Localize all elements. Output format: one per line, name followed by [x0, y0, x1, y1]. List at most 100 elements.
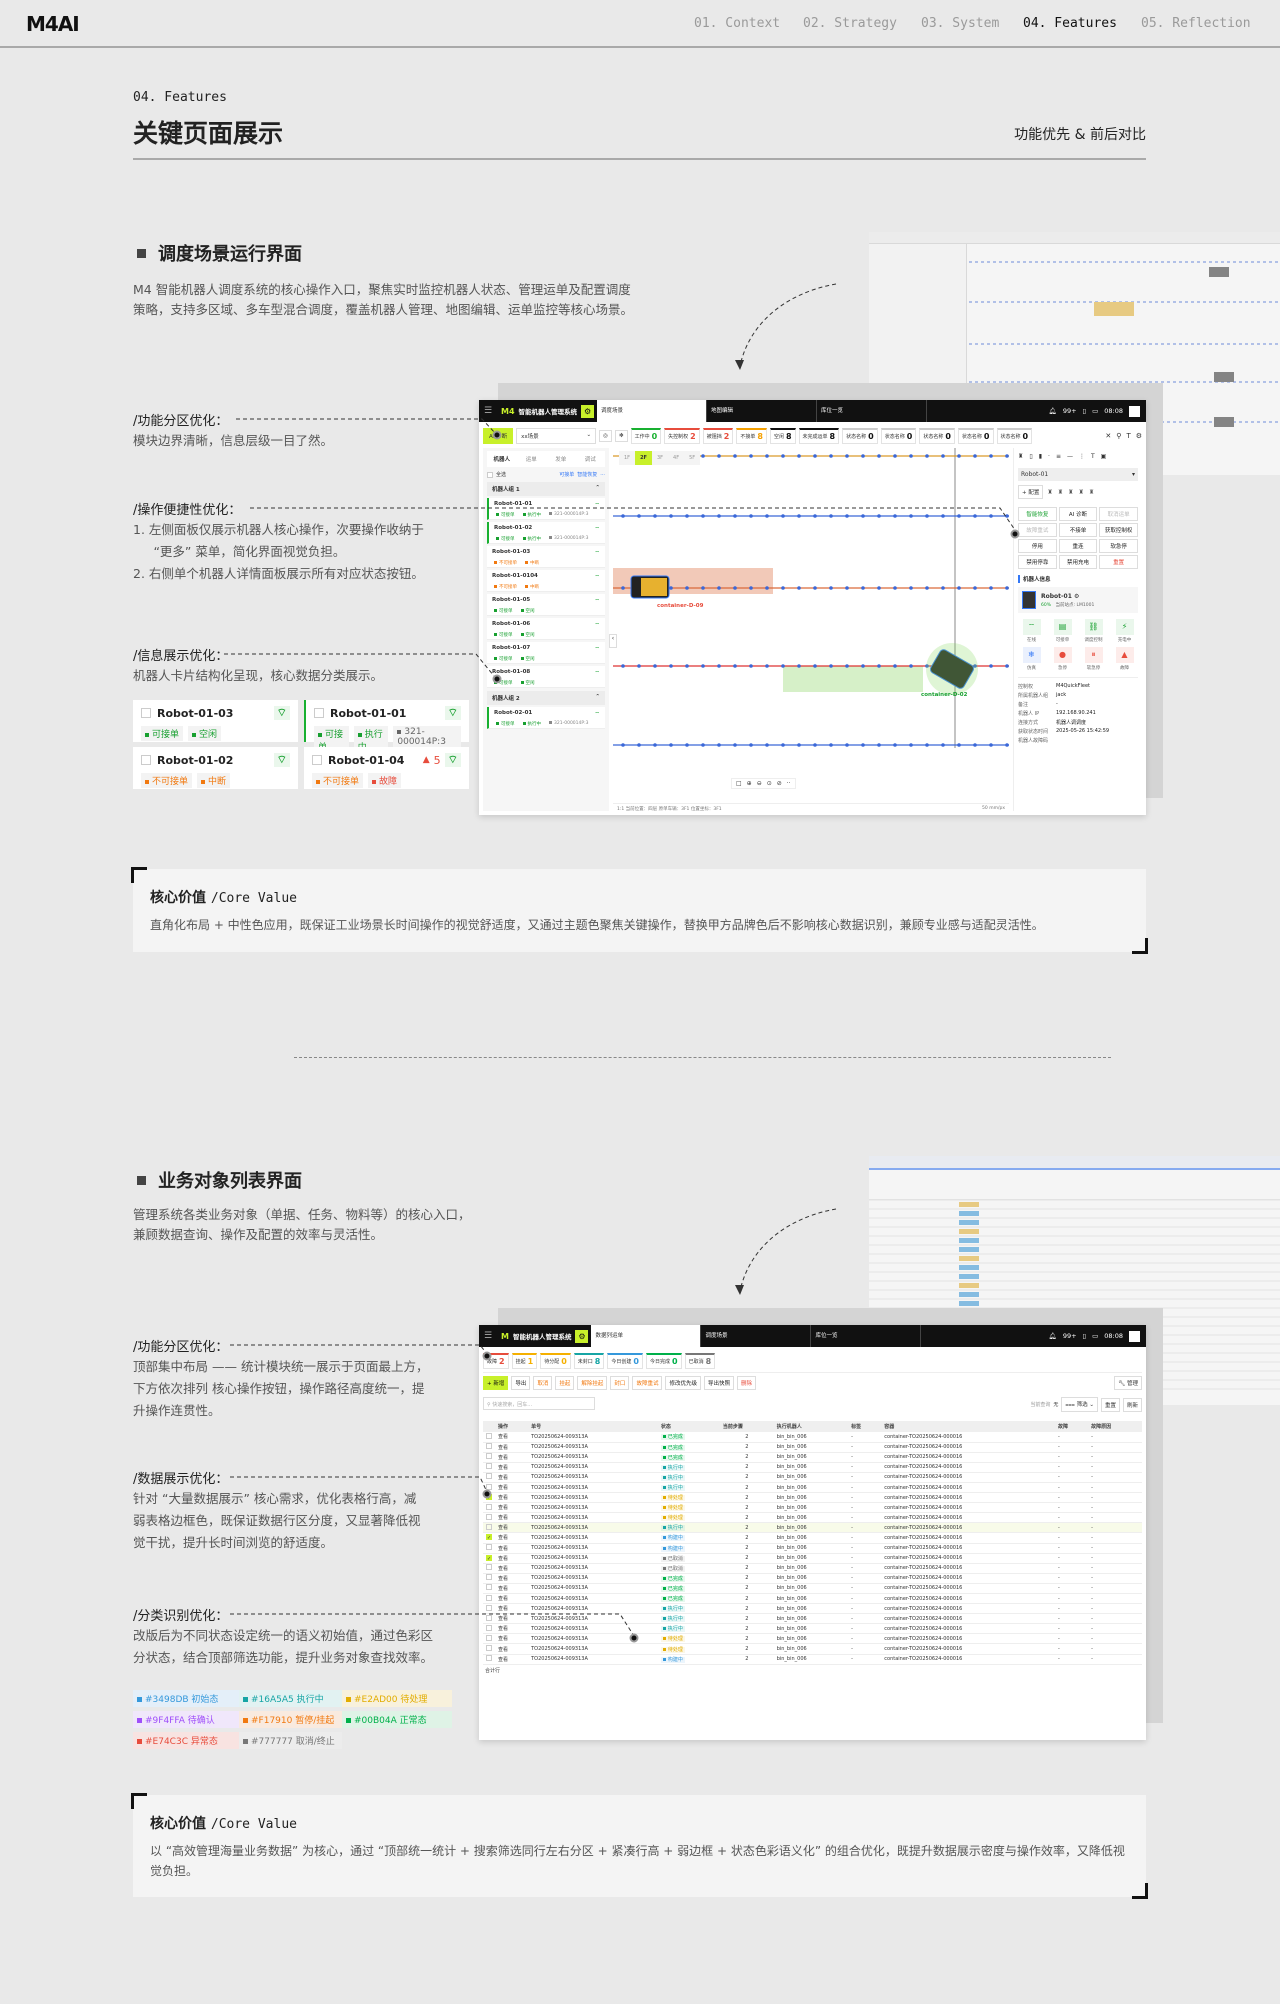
logo[interactable]: M4AI	[26, 12, 80, 36]
nav-system[interactable]: 03. System	[921, 16, 1000, 31]
table-row[interactable]: ✓ 查看 TO20250624-009313A 待处理 2 bin_bin_006 - con…	[483, 1492, 1142, 1504]
stat-chip[interactable]: 未封口 8	[573, 1353, 605, 1369]
cell-text[interactable]: 查看	[498, 1656, 509, 1663]
status-chip[interactable]: 被阻挡 2	[702, 428, 734, 444]
cell-text[interactable]: 查看	[498, 1616, 509, 1623]
robot-action-button[interactable]: 获取控制权	[1099, 523, 1138, 537]
table-row[interactable]: 查看 TO20250624-009313A 待处理 2 bin_bin_006 - cont…	[483, 1512, 1142, 1524]
floor-2F[interactable]: 2F	[635, 451, 652, 465]
robot-action-button[interactable]: 重置	[1099, 555, 1138, 569]
cell-action[interactable]: 查看	[495, 1472, 529, 1483]
status-chip[interactable]: 状态名称 0	[919, 428, 955, 444]
search-input[interactable]: ⚲ 快速搜索，回车...	[483, 1397, 595, 1410]
checkbox[interactable]	[486, 1574, 492, 1581]
row-checkbox[interactable]	[483, 1643, 495, 1655]
cell-action[interactable]: 查看	[495, 1593, 529, 1605]
checkbox[interactable]	[486, 1473, 492, 1480]
status-chip[interactable]: 状态名称 0	[842, 428, 878, 444]
checkbox[interactable]	[486, 1483, 492, 1490]
nav-context[interactable]: 01. Context	[694, 16, 781, 31]
checkbox[interactable]	[486, 1594, 492, 1601]
action-button[interactable]: 封口	[610, 1376, 630, 1390]
text-icon[interactable]: T	[1090, 453, 1095, 460]
robot-list-item[interactable]: Robot-01-0104 ⌔ 不可接单 中断	[487, 570, 605, 592]
cell-text[interactable]: 查看	[498, 1606, 509, 1613]
stat-chip[interactable]: 故障 2	[483, 1353, 509, 1369]
cell-text[interactable]: 查看	[498, 1505, 509, 1512]
panel-tab[interactable]: 发单	[555, 457, 567, 463]
avatar[interactable]	[1129, 405, 1140, 417]
row-checkbox[interactable]: ✓	[483, 1492, 495, 1504]
column-header[interactable]: 当前步骤	[719, 1421, 774, 1432]
action-button[interactable]: 导出	[511, 1376, 531, 1390]
column-header[interactable]: 故障原因	[1088, 1421, 1142, 1432]
cell-action[interactable]: 查看	[495, 1603, 529, 1615]
robot-action-button[interactable]: 禁用停靠	[1018, 555, 1057, 569]
robot-list-item[interactable]: Robot-01-02 ⌔ 可接单 执行中 321-000014P:3	[487, 522, 605, 544]
cell-action[interactable]: 查看	[495, 1583, 529, 1595]
action-button[interactable]: 解除挂起	[577, 1376, 608, 1390]
cell-action[interactable]: 查看	[495, 1512, 529, 1524]
floor-1F[interactable]: 1F	[624, 455, 631, 461]
tab-dispatch-scene[interactable]: 调度场景	[597, 400, 708, 422]
row-checkbox[interactable]: ✓	[483, 1553, 495, 1564]
smart-recover-link[interactable]: 智能恢复	[577, 472, 598, 478]
stat-chip[interactable]: 今日完成 0	[645, 1353, 682, 1369]
checkbox[interactable]	[486, 1463, 492, 1470]
config-button[interactable]: + 配置	[1018, 485, 1044, 499]
action-button[interactable]: 故障重试	[632, 1376, 663, 1390]
dot-icon[interactable]: ·	[1048, 453, 1050, 460]
cell-text[interactable]: 查看	[498, 1646, 509, 1653]
accept-order-link[interactable]: 可接单	[559, 472, 575, 478]
cell-action[interactable]: 查看	[495, 1482, 529, 1494]
table-row[interactable]: 查看 TO20250624-009313A 构建中 2 bin_bin_006 - cont…	[483, 1654, 1142, 1665]
cell-action[interactable]: 查看	[495, 1623, 529, 1635]
zoom-reset-icon[interactable]: ⊘	[776, 780, 782, 787]
cell-text[interactable]: 查看	[498, 1485, 509, 1492]
monitor-icon[interactable]: ▭	[1092, 407, 1099, 415]
status-chip[interactable]: 未完成运单 8	[798, 428, 840, 444]
nav-reflection[interactable]: 05. Reflection	[1141, 16, 1251, 31]
table-row[interactable]: 查看 TO20250624-009313A 执行中 2 bin_bin_006 - cont…	[483, 1472, 1142, 1483]
search-icon[interactable]: ⚲	[1116, 432, 1122, 440]
robot-action-button[interactable]: AI 诊断	[1058, 507, 1098, 521]
cell-text[interactable]: 查看	[498, 1626, 509, 1633]
row-checkbox[interactable]	[483, 1623, 495, 1635]
row-checkbox[interactable]	[483, 1543, 495, 1554]
map-canvas[interactable]: 1F 2F 3F 4F 5F container-D-09 container-D-02…	[609, 448, 1009, 803]
table-row[interactable]: 查看 TO20250624-009313A 待处理 2 bin_bin_006 - cont…	[483, 1643, 1142, 1655]
row-checkbox[interactable]: ✓	[483, 1532, 495, 1544]
settings-gear-icon[interactable]: ⚙	[581, 404, 595, 418]
status-chip[interactable]: 工作中 0	[630, 428, 662, 444]
table-row[interactable]: 查看 TO20250624-009313A 执行中 2 bin_bin_006 - cont…	[483, 1462, 1142, 1473]
robot-group-header[interactable]: 机器人组 1 ⌃	[487, 482, 605, 496]
checkbox[interactable]	[486, 1614, 492, 1621]
filter-button[interactable]: ⩶ 筛选 ⌄	[1061, 1397, 1098, 1412]
row-checkbox[interactable]	[483, 1573, 495, 1584]
more-icon[interactable]: ··	[786, 780, 791, 787]
line-icon[interactable]: —	[1066, 453, 1073, 460]
checkbox[interactable]	[312, 755, 322, 765]
nav-features[interactable]: 04. Features	[1023, 16, 1117, 31]
robot-select[interactable]: Robot-01 ▾	[1018, 468, 1138, 481]
monitor-icon[interactable]: ▭	[1092, 1332, 1099, 1340]
checkbox[interactable]	[486, 1564, 492, 1571]
table-row[interactable]: 查看 TO20250624-009313A 已完成 2 bin_bin_006 - cont…	[483, 1442, 1142, 1453]
doc-icon[interactable]: ▯	[1029, 453, 1033, 460]
row-checkbox[interactable]	[483, 1563, 495, 1574]
action-button[interactable]: + 新增	[483, 1376, 509, 1390]
tab-dispatch-scene[interactable]: 调度场景	[701, 1325, 812, 1347]
nav-strategy[interactable]: 02. Strategy	[803, 16, 897, 31]
floor-4F[interactable]: 4F	[673, 455, 680, 461]
doc-icon[interactable]: ▯	[1082, 1332, 1087, 1340]
status-chip[interactable]: 状态名称 0	[996, 428, 1033, 444]
cell-action[interactable]: 查看	[495, 1432, 529, 1443]
settings-icon[interactable]: ⚙	[1135, 432, 1142, 440]
column-header[interactable]: 状态	[657, 1421, 720, 1432]
row-checkbox[interactable]	[483, 1462, 495, 1473]
menu-icon[interactable]: ☰	[483, 1331, 493, 1341]
table-row[interactable]: 查看 TO20250624-009313A 已完成 2 bin_bin_006 - cont…	[483, 1593, 1142, 1605]
column-header[interactable]: 标签	[848, 1421, 882, 1432]
more-menu-button[interactable]: ···	[600, 471, 605, 478]
